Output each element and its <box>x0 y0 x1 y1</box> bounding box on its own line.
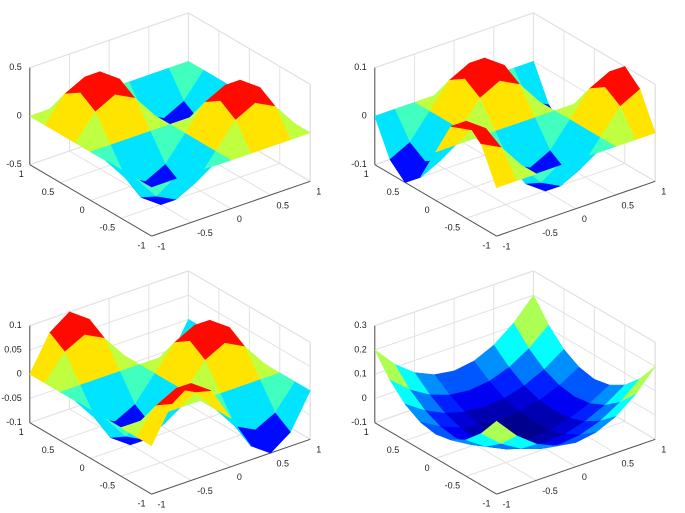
grid-line <box>374 294 534 351</box>
z-tick-label: 0.1 <box>9 320 22 330</box>
axis-line <box>374 422 497 495</box>
axis-line <box>29 164 152 237</box>
y-tick-label: 1 <box>19 427 24 437</box>
surface-patch <box>480 420 517 444</box>
subplot: -1-0.500.51-1-0.500.51-0.500.5 <box>6 12 321 251</box>
surface-patch <box>135 403 172 447</box>
z-tick-label: -0.1 <box>351 417 367 427</box>
z-tick-label: 0.1 <box>354 369 367 379</box>
z-tick-label: 0 <box>362 111 367 121</box>
surface-patch <box>136 178 172 197</box>
grid-line <box>374 318 534 375</box>
x-tick-label: 0.5 <box>277 458 290 468</box>
grid-line <box>374 12 534 69</box>
subplot: -1-0.500.51-1-0.500.51-0.100.10.20.3 <box>351 270 666 509</box>
grid-line <box>188 270 311 343</box>
x-tick-label: 0 <box>582 472 587 482</box>
y-tick-label: -0.5 <box>445 481 461 491</box>
grid-line <box>533 294 656 367</box>
x-tick-label: 0 <box>237 472 242 482</box>
x-tick-label: 1 <box>316 187 321 197</box>
x-tick-label: -0.5 <box>542 486 558 496</box>
x-tick-label: -0.5 <box>197 228 213 238</box>
grid-line <box>533 270 656 343</box>
z-tick-label: 0.2 <box>354 344 367 354</box>
z-tick-label: 0 <box>17 369 22 379</box>
z-tick-label: -0.5 <box>6 159 22 169</box>
x-tick-label: -0.5 <box>542 228 558 238</box>
z-tick-label: 0.3 <box>354 320 367 330</box>
z-tick-label: 0 <box>17 111 22 121</box>
z-tick-label: -0.1 <box>6 417 22 427</box>
y-tick-label: -1 <box>138 240 146 250</box>
x-tick-label: 1 <box>661 187 666 197</box>
y-tick-label: -0.5 <box>100 481 116 491</box>
axis-line <box>151 438 311 495</box>
z-tick-label: 0 <box>362 393 367 403</box>
subplot: -1-0.500.51-1-0.500.51-0.100.1 <box>351 12 666 251</box>
z-tick-label: -0.1 <box>351 159 367 169</box>
axis-line <box>151 180 311 237</box>
x-tick-label: 0 <box>582 214 587 224</box>
y-tick-label: -0.5 <box>445 223 461 233</box>
surface-patch <box>619 366 656 403</box>
grid-line <box>374 270 534 327</box>
grid-line <box>188 294 311 367</box>
x-tick-label: -1 <box>158 241 166 251</box>
y-tick-label: 0 <box>80 205 85 215</box>
y-tick-label: 0.5 <box>387 445 400 455</box>
y-tick-label: 0.5 <box>387 187 400 197</box>
z-tick-label: -0.05 <box>1 393 22 403</box>
x-tick-label: 0.5 <box>622 200 635 210</box>
y-tick-label: 0.5 <box>42 445 55 455</box>
y-tick-label: 0.5 <box>42 187 55 197</box>
grid-line <box>120 162 280 219</box>
grid-line <box>533 318 656 392</box>
y-tick-label: 0 <box>80 463 85 473</box>
x-tick-label: 0.5 <box>622 458 635 468</box>
z-tick-label: 0.5 <box>9 62 22 72</box>
grid-line <box>29 12 189 69</box>
x-tick-label: 0 <box>237 214 242 224</box>
axis-line <box>496 438 656 495</box>
x-tick-label: 1 <box>316 445 321 455</box>
axis-line <box>496 180 656 237</box>
y-tick-label: 1 <box>19 169 24 179</box>
z-tick-label: 0.1 <box>354 62 367 72</box>
y-tick-label: 0 <box>425 205 430 215</box>
y-tick-label: -1 <box>483 498 491 508</box>
x-tick-label: 1 <box>661 445 666 455</box>
x-tick-label: -1 <box>503 241 511 251</box>
y-tick-label: 1 <box>364 427 369 437</box>
x-tick-label: -1 <box>158 499 166 509</box>
x-tick-label: -0.5 <box>197 486 213 496</box>
axis-line <box>374 164 497 237</box>
x-tick-label: -1 <box>503 499 511 509</box>
x-tick-label: 0.5 <box>277 200 290 210</box>
grid-line <box>29 270 189 327</box>
surface-patch <box>480 143 517 188</box>
y-tick-label: 0 <box>425 463 430 473</box>
y-tick-label: -1 <box>483 240 491 250</box>
grid-line <box>188 12 311 85</box>
grid-line <box>533 12 656 85</box>
z-tick-label: 0.05 <box>4 344 22 354</box>
y-tick-label: -0.5 <box>100 223 116 233</box>
axis-line <box>29 422 152 495</box>
y-tick-label: 1 <box>364 169 369 179</box>
y-tick-label: -1 <box>138 498 146 508</box>
